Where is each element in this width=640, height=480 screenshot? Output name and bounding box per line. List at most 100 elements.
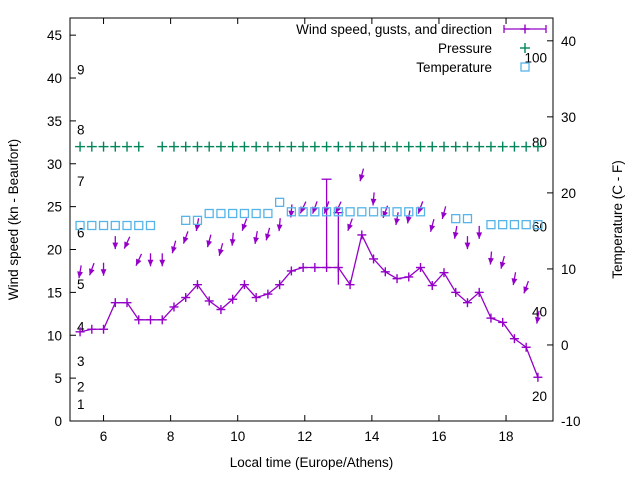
y-axis-tick-label: 20 [47,243,62,258]
wind-direction-arrow-head [347,223,353,231]
wind-direction-arrow-head [100,269,107,276]
wind-direction-arrow-head [253,236,260,244]
temperature-marker [87,220,97,231]
x-axis-tick-label: 10 [230,429,245,444]
beaufort-scale-label: 1 [77,397,85,412]
temperature-marker [380,207,390,217]
y2-axis-title: Temperature (C - F) [610,160,625,279]
temperature-marker [181,215,191,226]
wind-direction-arrow-head [370,198,377,206]
wind-direction-arrow-head [452,231,459,239]
temperature-marker [333,207,343,217]
y-axis-tick-label: 45 [47,28,62,43]
fahrenheit-scale-label: 80 [532,135,547,150]
wind-direction-arrow-head [511,278,518,286]
wind-direction-arrow-head [382,210,389,218]
wind-direction-arrow-head [218,248,224,256]
beaufort-scale-label: 7 [77,174,85,189]
y-axis-tick-label: 40 [47,71,62,86]
beaufort-scale-label: 2 [77,380,85,395]
temperature-marker [298,207,308,217]
wind-direction-arrow-head [523,286,529,294]
fahrenheit-scale-label: 20 [532,389,547,404]
wind-direction-arrow-head [358,174,365,182]
temperature-marker [145,220,156,231]
temperature-marker [310,207,320,217]
temperature-marker [498,219,508,230]
temperature-marker [122,220,132,231]
wind-direction-arrow-head [136,258,142,266]
temperature-marker [110,220,120,231]
temperature-marker [345,207,355,217]
legend-label-pressure: Pressure [438,41,492,56]
y-axis-title: Wind speed (kn - Beaufort) [6,139,21,300]
wind-direction-arrow-head [441,211,447,219]
wind-direction-arrow-head [394,218,400,226]
temperature-marker [98,220,109,231]
y-axis-tick-label: 35 [47,114,62,129]
y-axis-tick-label: 15 [47,285,62,300]
wind-direction-arrow-head [265,233,271,241]
wind-direction-arrow-head [276,224,283,232]
beaufort-scale-label: 8 [77,122,85,137]
x-axis-title: Local time (Europe/Athens) [230,455,394,470]
fahrenheit-scale-label: 100 [524,51,547,66]
y-axis-tick-label: 0 [54,414,62,429]
y-axis-tick-label: 30 [47,157,62,172]
wind-direction-arrow-head [288,210,295,218]
wind-direction-arrow-head [429,224,436,232]
beaufort-scale-label: 6 [77,225,85,240]
temperature-marker [239,208,250,219]
x-axis-tick-label: 18 [499,429,514,444]
fahrenheit-scale-label: 60 [532,219,547,234]
y-axis-tick-label: 25 [47,200,62,215]
beaufort-scale-label: 5 [77,277,85,292]
y2-axis-tick-label: 30 [561,110,576,125]
temperature-marker [392,207,402,217]
beaufort-scale-label: 4 [77,320,85,335]
y2-axis-tick-label: 40 [561,34,576,49]
temperature-marker [263,208,273,219]
temperature-marker [134,220,144,231]
wind-direction-arrow-head [159,259,166,267]
temperature-marker [357,207,367,217]
wind-direction-arrow-head [182,236,189,244]
legend-key-temperature-marker [520,62,530,72]
wind-direction-arrow-head [476,232,483,239]
y2-axis-tick-label: 0 [561,338,569,353]
temperature-marker [533,219,543,230]
temperature-marker [192,215,203,226]
wind-direction-arrow-head [77,271,83,279]
x-axis-tick-label: 12 [297,429,312,444]
x-axis-tick-label: 16 [431,429,446,444]
plot-frame [69,17,554,422]
temperature-marker [404,207,414,217]
temperature-marker [486,219,496,230]
wind-direction-arrow-head [229,238,236,246]
wind-direction-arrow-head [112,242,119,250]
x-axis-tick-label: 14 [364,429,380,444]
x-axis-tick-label: 6 [100,429,108,444]
temperature-marker [274,197,285,208]
temperature-marker [415,207,426,217]
wind-direction-arrow-head [206,240,213,248]
temperature-marker [216,208,226,219]
legend-label-wind-speed: Wind speed, gusts, and direction [296,22,492,37]
temperature-marker [321,207,332,217]
temperature-marker [204,208,214,219]
temperature-marker [368,207,379,217]
temperature-marker [509,219,520,230]
temperature-marker [251,208,261,219]
legend-label-temperature: Temperature [416,60,492,75]
wind-direction-arrow-head [535,316,541,324]
y2-axis-tick-label: 20 [561,186,576,201]
y-axis-tick-label: 10 [47,328,62,343]
wind-speed-line [79,233,539,378]
temperature-marker [75,220,85,231]
y2-axis-tick-label: -10 [561,414,581,429]
wind-direction-arrow-head [241,223,248,231]
wind-direction-arrow-head [147,259,154,267]
temperature-marker [451,213,461,224]
